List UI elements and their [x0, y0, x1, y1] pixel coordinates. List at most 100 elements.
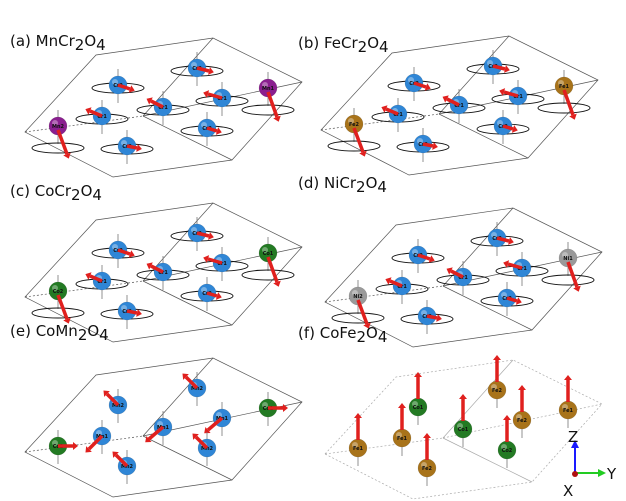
atom-highlight — [412, 401, 418, 407]
cell-edge — [142, 435, 233, 481]
atom-highlight — [408, 77, 414, 83]
spin-arrow — [126, 309, 138, 315]
atom-highlight — [52, 440, 58, 446]
spin-arrow — [266, 256, 279, 283]
atom-ni1: Ni1 — [541, 242, 595, 292]
atom-mn2: Mn2 — [192, 432, 217, 466]
atom-cr1: Cr1 — [432, 89, 486, 123]
atom-mn2: Mn2 — [182, 372, 207, 406]
atom-highlight — [262, 82, 268, 88]
atom-highlight — [216, 412, 222, 418]
atom-label: Co1 — [413, 405, 424, 411]
atom-cr2: Cr2 — [391, 239, 445, 273]
spin-arrowhead — [208, 67, 214, 75]
spin-arrowhead — [182, 373, 189, 380]
atom-highlight — [501, 444, 507, 450]
spin-arrowhead — [63, 317, 71, 324]
atom-highlight — [497, 120, 503, 126]
spin-arrow — [506, 296, 518, 303]
spin-arrow — [446, 97, 460, 107]
atom-co1: Co1 — [258, 392, 288, 426]
spin-arrow — [150, 99, 164, 109]
atom-highlight — [191, 227, 197, 233]
spin-arrow — [266, 91, 279, 118]
spin-arrowhead — [569, 113, 577, 120]
atom-label: Cr1 — [97, 114, 107, 120]
atom-highlight — [352, 290, 358, 296]
atom-co2: Co2 — [497, 415, 517, 468]
atom-label: Ni2 — [353, 294, 363, 300]
spin-arrowhead — [354, 413, 362, 418]
atom-fe1: Fe1 — [348, 413, 368, 466]
atom-cr1: Cr1 — [136, 256, 190, 290]
unit-cell-outline — [324, 359, 603, 500]
atom-highlight — [112, 244, 118, 250]
atom-label: Cr1 — [458, 275, 468, 281]
spin-arrow — [196, 66, 210, 73]
spin-arrowhead — [398, 403, 406, 408]
spin-arrow — [566, 261, 579, 288]
spin-arrowhead — [85, 107, 92, 115]
spin-arrowhead — [103, 390, 110, 397]
atom-cr2: Cr2 — [476, 110, 530, 144]
spin-arrowhead — [432, 142, 438, 150]
atom-sphere — [348, 286, 368, 306]
atom-sphere — [48, 281, 68, 301]
atom-co2: Co2 — [48, 430, 78, 464]
y-axis-label: Y — [606, 465, 617, 483]
panel-e: (e) CoMn2O4 Mn2 Mn1 Mn1 Mn2 Mn1 Co1 Co2 Mn2 Mn2 — [10, 322, 303, 498]
spin-arrow — [450, 269, 464, 279]
spin-arrowhead — [204, 426, 211, 434]
panel-title: (d) NiCr2O4 — [298, 174, 387, 196]
spin-arrowhead — [381, 105, 388, 113]
atom-co1: Co1 — [453, 394, 473, 447]
atom-label: Cr1 — [217, 96, 227, 102]
spin-arrowhead — [203, 90, 210, 98]
atom-cr2: Cr2 — [100, 295, 154, 329]
spin-arrow — [89, 109, 103, 118]
panel-title: (e) CoMn2O4 — [10, 322, 109, 344]
spin-arrow — [422, 142, 434, 148]
atom-cr1: Cr1 — [375, 270, 429, 304]
cell-edge — [442, 285, 533, 331]
spin-arrow — [352, 127, 365, 153]
atom-co2: Co2 — [31, 275, 85, 324]
atom-highlight — [491, 384, 497, 390]
atom-highlight — [201, 287, 207, 293]
spin-cone-ellipse — [541, 274, 595, 286]
atom-label: Cr1 — [513, 94, 523, 100]
atom-highlight — [501, 292, 507, 298]
spin-arrow — [56, 294, 69, 320]
atom-cr2: Cr2 — [470, 222, 524, 256]
atom-mn2: Mn2 — [112, 450, 137, 484]
y-axis-arrowhead — [598, 469, 606, 477]
atom-highlight — [421, 310, 427, 316]
spin-arrowhead — [215, 127, 222, 135]
spin-arrow — [413, 81, 427, 89]
z-axis-arrowhead — [571, 440, 579, 448]
atom-highlight — [262, 402, 268, 408]
spin-arrow — [356, 299, 369, 325]
atom-label: Fe2 — [492, 388, 503, 394]
atom-highlight — [348, 118, 354, 124]
panel-title: (b) FeCr2O4 — [298, 34, 389, 56]
atom-label: Co2 — [53, 289, 64, 295]
spin-arrowhead — [203, 255, 210, 263]
atom-highlight — [121, 305, 127, 311]
spin-arrowhead — [63, 152, 71, 159]
cell-edge — [24, 435, 144, 453]
atom-label: Fe1 — [559, 84, 570, 90]
atom-label: Cr1 — [158, 105, 168, 111]
atom-fe2: Fe2 — [512, 385, 532, 438]
spin-arrowhead — [208, 232, 214, 240]
atom-cr2: Cr2 — [400, 300, 454, 334]
atom-cr2: Cr2 — [170, 217, 224, 251]
atom-cr1: Cr1 — [75, 100, 129, 134]
spin-arrowhead — [146, 262, 153, 270]
atom-label: Co1 — [458, 427, 469, 433]
spin-arrowhead — [503, 415, 511, 420]
atom-cr2: Cr2 — [466, 50, 520, 84]
atom-co1: Co1 — [241, 237, 295, 287]
atom-highlight — [121, 140, 127, 146]
spin-arrowhead — [128, 85, 135, 93]
